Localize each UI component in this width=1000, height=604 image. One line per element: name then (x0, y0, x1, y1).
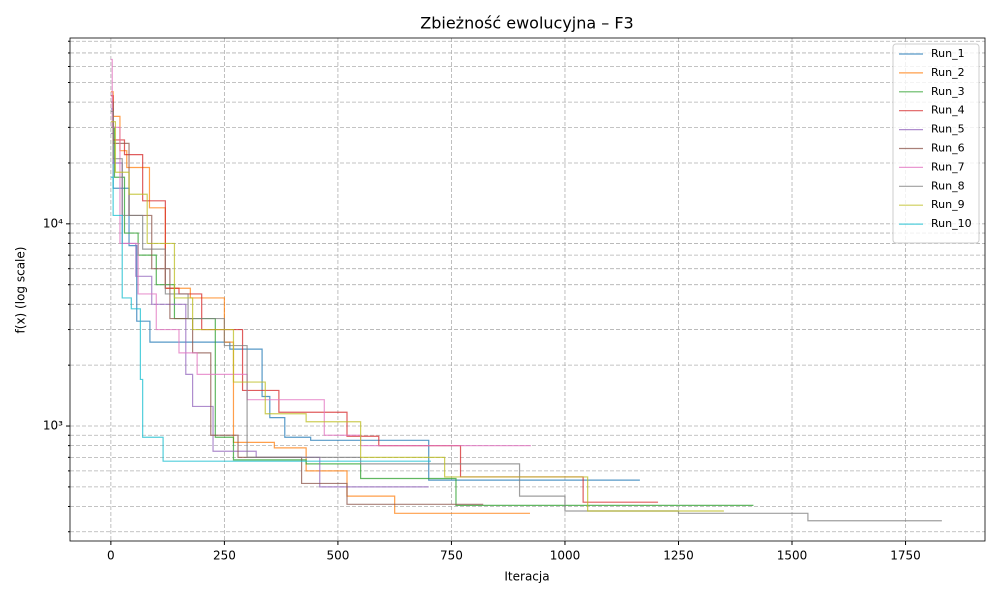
x-tick-label: 500 (326, 549, 349, 563)
legend-label: Run_10 (931, 217, 972, 230)
chart-title: Zbieżność ewolucyjna – F3 (420, 14, 633, 33)
legend-label: Run_7 (931, 160, 965, 173)
x-axis-label: Iteracja (504, 570, 549, 584)
legend-label: Run_4 (931, 104, 965, 117)
legend-label: Run_2 (931, 66, 965, 79)
series-line (110, 176, 432, 462)
legend-label: Run_5 (931, 123, 965, 136)
legend-label: Run_6 (931, 142, 965, 155)
legend-label: Run_1 (931, 47, 965, 60)
x-tick-label: 250 (213, 549, 236, 563)
series-line (110, 91, 530, 514)
legend-label: Run_3 (931, 85, 965, 98)
y-axis-label: f(x) (log scale) (14, 247, 28, 334)
series-line (110, 101, 484, 505)
x-tick-label: 1500 (777, 549, 808, 563)
x-tick-label: 1250 (663, 549, 694, 563)
axes: 0 250 500 750 1000 1250 1500 1750 10³ 10⁴ (43, 40, 921, 563)
series-line (110, 121, 724, 512)
series-line (110, 58, 531, 447)
x-tick-label: 750 (440, 549, 463, 563)
lines (110, 58, 942, 522)
legend: Run_1 Run_2 Run_3 Run_4 Run_5 Run_6 Run_7 Run_8… (892, 43, 980, 244)
y-tick-label: 10³ (43, 419, 63, 433)
series-line (110, 108, 640, 481)
legend-box (892, 43, 980, 244)
plot-frame (69, 37, 986, 542)
x-tick-label: 1750 (890, 549, 921, 563)
x-tick-label: 0 (107, 549, 115, 563)
legend-label: Run_8 (931, 179, 965, 192)
y-tick-label: 10⁴ (43, 216, 63, 230)
legend-label: Run_9 (931, 198, 965, 211)
x-tick-label: 1000 (550, 549, 581, 563)
